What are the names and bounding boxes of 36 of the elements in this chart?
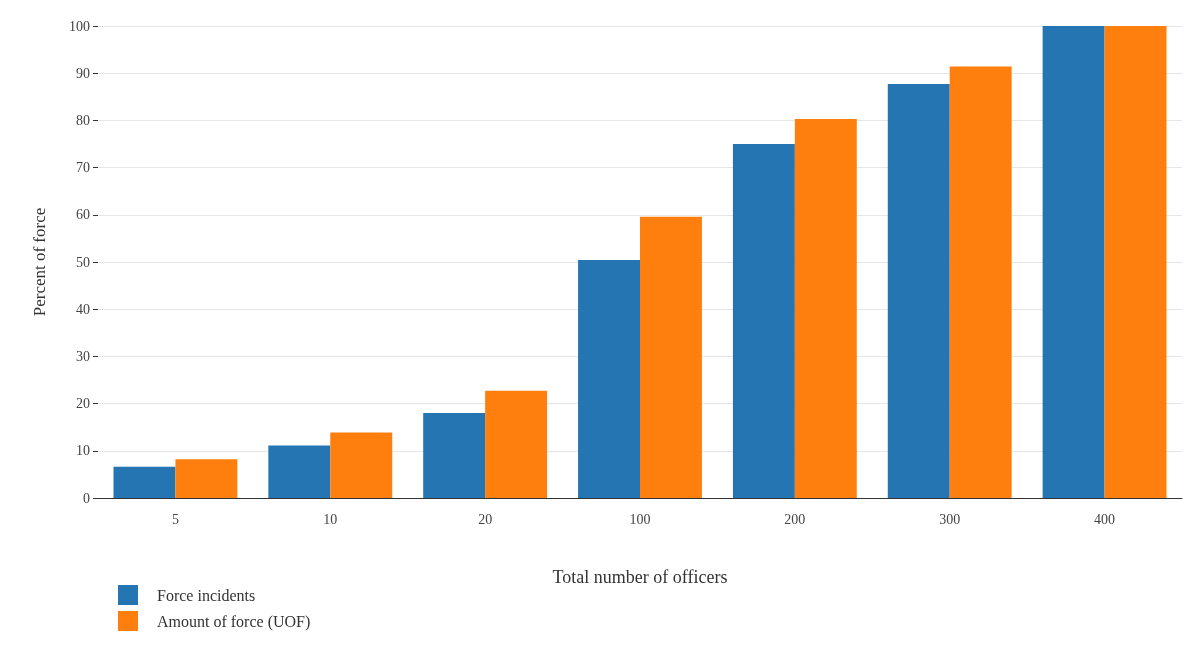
x-tick-label: 200	[784, 511, 806, 527]
bar	[175, 459, 238, 498]
legend-label: Amount of force (UOF)	[157, 612, 311, 631]
y-tick-label: 20	[76, 396, 90, 412]
y-tick-label: 30	[76, 348, 90, 364]
y-tick-label: 60	[76, 207, 90, 223]
bar	[423, 413, 486, 498]
y-tick-label: 10	[76, 443, 90, 459]
x-tick-label: 20	[478, 511, 493, 527]
x-axis-title: Total number of officers	[552, 567, 728, 587]
x-tick-label: 10	[323, 511, 338, 527]
x-tick-label: 100	[629, 511, 651, 527]
y-tick-label: 50	[76, 254, 90, 270]
y-tick-label: 90	[76, 65, 90, 81]
y-axis-title: Percent of force	[30, 207, 49, 317]
y-tick-label: 100	[69, 18, 90, 34]
x-tick-label: 300	[939, 511, 961, 527]
bar	[268, 445, 331, 498]
bar	[1104, 26, 1167, 498]
y-tick-label: 40	[76, 301, 90, 317]
bar	[640, 216, 702, 498]
bar	[732, 144, 795, 498]
bar	[113, 466, 176, 498]
bar	[794, 118, 857, 498]
bar	[949, 66, 1012, 498]
x-tick-label: 5	[171, 511, 179, 527]
x-tick-label: 400	[1094, 511, 1116, 527]
bar	[578, 260, 640, 498]
legend-label: Force incidents	[157, 586, 256, 604]
bar	[330, 432, 393, 498]
y-tick-label: 80	[76, 112, 90, 128]
bar	[1042, 26, 1105, 498]
bar	[485, 390, 548, 498]
y-tick-label: 0	[83, 490, 90, 506]
bar	[887, 84, 950, 498]
y-tick-label: 70	[76, 160, 90, 176]
